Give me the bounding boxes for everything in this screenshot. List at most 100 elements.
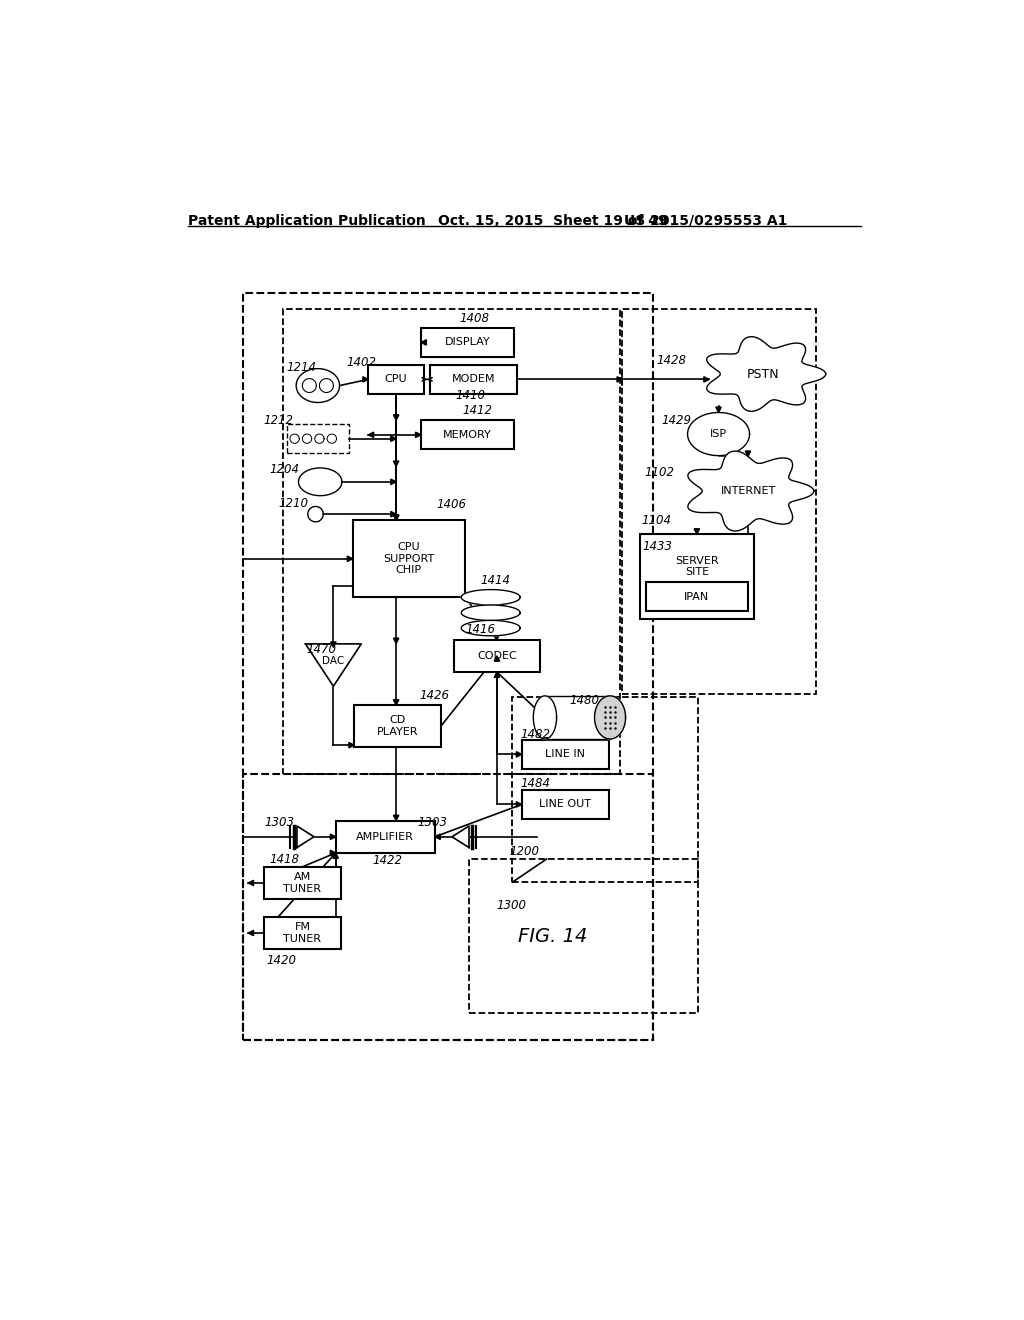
Text: CODEC: CODEC — [477, 651, 517, 661]
Polygon shape — [435, 834, 440, 840]
Text: 1484: 1484 — [520, 777, 550, 791]
Text: 1402: 1402 — [346, 356, 377, 370]
Polygon shape — [296, 368, 340, 403]
Bar — [421, 327, 514, 358]
Text: 1482: 1482 — [520, 727, 550, 741]
Text: 1204: 1204 — [270, 463, 300, 477]
Bar — [512, 697, 698, 882]
Text: LINE IN: LINE IN — [545, 750, 585, 759]
Polygon shape — [391, 511, 396, 517]
Text: IPAN: IPAN — [684, 591, 710, 602]
Polygon shape — [314, 434, 324, 444]
Text: 1210: 1210 — [279, 496, 308, 510]
Text: 1214: 1214 — [287, 362, 316, 375]
Polygon shape — [302, 434, 311, 444]
Polygon shape — [248, 880, 254, 886]
Polygon shape — [393, 515, 399, 520]
Polygon shape — [461, 590, 520, 605]
Polygon shape — [617, 376, 623, 381]
Bar — [469, 859, 698, 1014]
Text: 1480: 1480 — [569, 694, 600, 708]
Polygon shape — [331, 850, 336, 855]
Polygon shape — [290, 434, 299, 444]
Text: 1412: 1412 — [463, 404, 493, 417]
Polygon shape — [687, 413, 750, 455]
Polygon shape — [421, 339, 426, 345]
Bar — [336, 821, 435, 853]
Text: MODEM: MODEM — [452, 375, 496, 384]
Polygon shape — [703, 376, 710, 381]
Text: MEMORY: MEMORY — [443, 430, 492, 440]
Polygon shape — [393, 816, 399, 821]
Text: FIG. 14: FIG. 14 — [518, 927, 588, 945]
Text: LINE OUT: LINE OUT — [539, 800, 591, 809]
Polygon shape — [362, 376, 369, 381]
Text: 1429: 1429 — [662, 413, 691, 426]
Text: 1410: 1410 — [455, 389, 485, 403]
Polygon shape — [393, 414, 399, 420]
Bar — [243, 775, 653, 1040]
Bar — [354, 705, 441, 747]
Text: CPU: CPU — [385, 375, 408, 384]
Polygon shape — [534, 696, 557, 739]
Text: INTERNET: INTERNET — [720, 486, 775, 496]
Polygon shape — [333, 853, 338, 858]
Bar — [521, 789, 608, 818]
Text: 1408: 1408 — [460, 312, 489, 325]
Text: 1300: 1300 — [497, 899, 527, 912]
Polygon shape — [302, 379, 316, 392]
Text: 1303: 1303 — [418, 816, 447, 829]
Polygon shape — [369, 432, 374, 437]
Text: 1303: 1303 — [264, 816, 295, 829]
Polygon shape — [716, 407, 721, 412]
Bar — [454, 640, 541, 672]
Polygon shape — [495, 635, 500, 640]
Polygon shape — [393, 700, 399, 705]
Text: ISP: ISP — [710, 429, 727, 440]
Polygon shape — [248, 931, 254, 936]
Text: 1200: 1200 — [509, 845, 540, 858]
Polygon shape — [495, 656, 500, 661]
Text: 1426: 1426 — [420, 689, 450, 702]
Text: FM
TUNER: FM TUNER — [284, 923, 322, 944]
Text: PSTN: PSTN — [748, 367, 780, 380]
Text: 1104: 1104 — [641, 513, 671, 527]
Text: 1418: 1418 — [269, 853, 299, 866]
Polygon shape — [452, 826, 469, 847]
Polygon shape — [308, 507, 324, 521]
Bar — [287, 424, 349, 453]
Polygon shape — [391, 479, 396, 484]
Text: 1406: 1406 — [436, 499, 467, 511]
Polygon shape — [393, 515, 399, 520]
Polygon shape — [461, 605, 520, 620]
Polygon shape — [305, 644, 361, 686]
Polygon shape — [391, 436, 396, 441]
Polygon shape — [297, 826, 314, 847]
Text: CPU
SUPPORT
CHIP: CPU SUPPORT CHIP — [383, 543, 434, 576]
Polygon shape — [694, 529, 699, 535]
Bar — [263, 917, 341, 949]
Text: SERVER
SITE: SERVER SITE — [675, 556, 719, 577]
Polygon shape — [331, 642, 336, 647]
Text: 1422: 1422 — [373, 854, 402, 867]
Text: Oct. 15, 2015  Sheet 19 of 49: Oct. 15, 2015 Sheet 19 of 49 — [438, 214, 668, 228]
Text: 1102: 1102 — [644, 466, 674, 479]
Bar — [421, 420, 514, 449]
Text: 1420: 1420 — [266, 954, 296, 968]
Bar — [283, 309, 621, 775]
Polygon shape — [331, 834, 336, 840]
Bar — [430, 364, 517, 395]
Text: CD
PLAYER: CD PLAYER — [377, 715, 419, 737]
Polygon shape — [393, 638, 399, 644]
Bar — [243, 293, 653, 1040]
Polygon shape — [461, 620, 520, 636]
Polygon shape — [416, 432, 421, 437]
Bar — [369, 364, 424, 395]
Polygon shape — [328, 434, 337, 444]
Bar — [623, 309, 816, 693]
Polygon shape — [347, 556, 352, 561]
Polygon shape — [516, 801, 521, 807]
Bar — [640, 535, 755, 619]
Text: 1470: 1470 — [306, 643, 336, 656]
Text: DISPLAY: DISPLAY — [444, 338, 490, 347]
